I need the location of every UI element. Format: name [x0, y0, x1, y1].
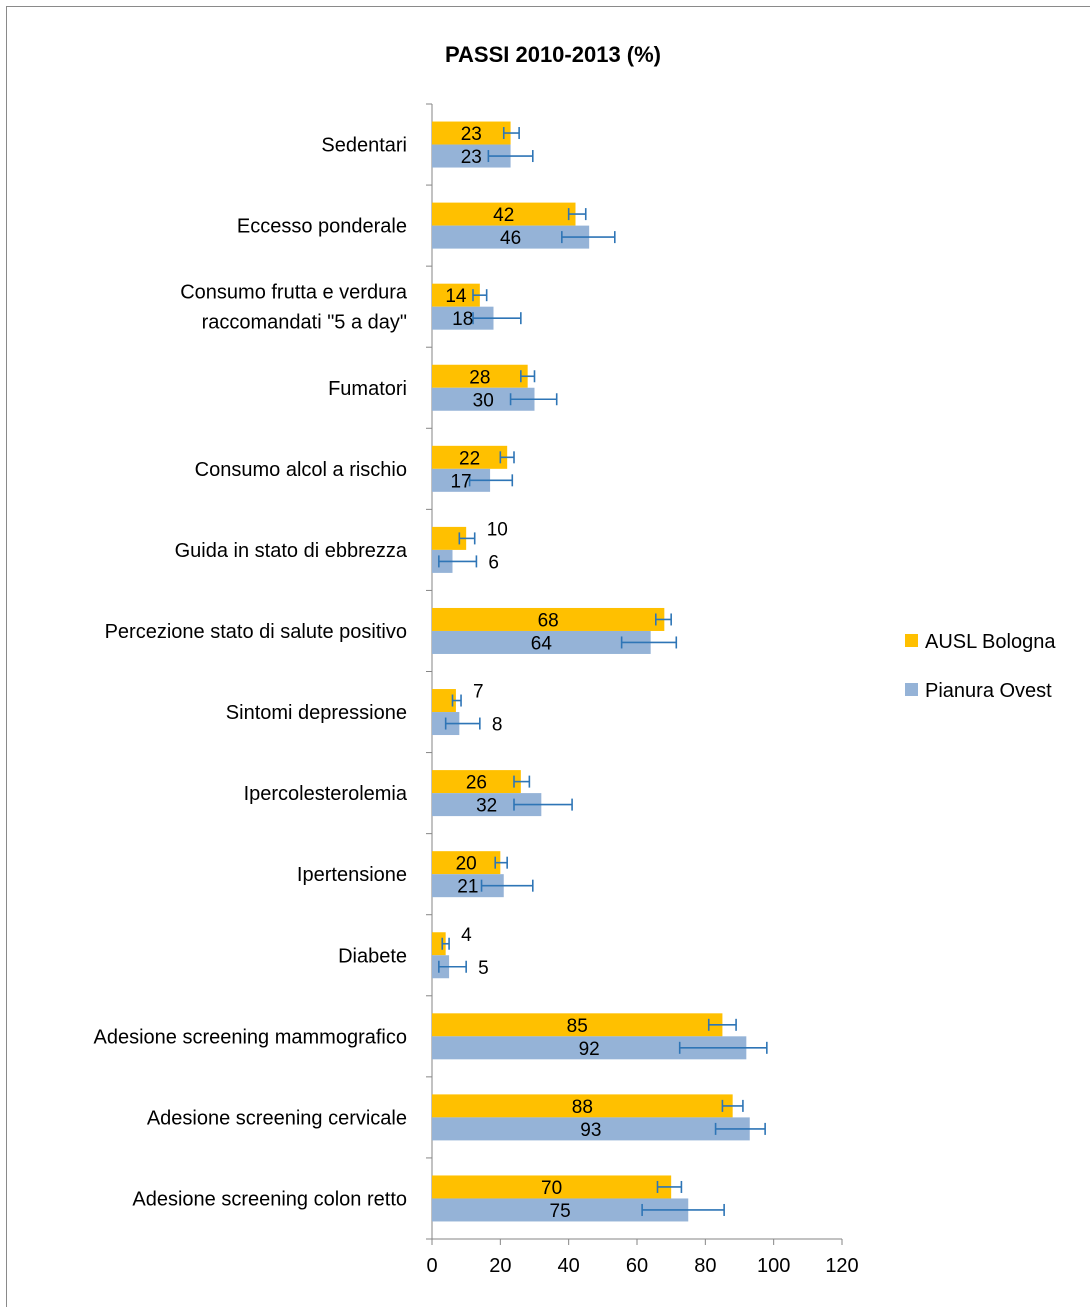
category-label: Adesione screening cervicale	[147, 1107, 407, 1129]
category-label: Ipercolesterolemia	[244, 783, 408, 805]
bar	[432, 306, 494, 330]
category-label: raccomandati "5 a day"	[202, 312, 407, 334]
category-label: Adesione screening colon retto	[132, 1188, 407, 1210]
data-label: 28	[469, 367, 490, 388]
x-tick-label: 80	[694, 1255, 716, 1277]
data-label: 85	[567, 1016, 588, 1037]
data-label: 92	[579, 1039, 600, 1060]
data-label: 30	[473, 390, 494, 411]
bar	[432, 121, 511, 145]
bar	[432, 630, 651, 654]
data-label: 17	[450, 471, 471, 492]
bar	[432, 526, 467, 550]
category-label: Sedentari	[321, 135, 407, 157]
x-tick-label: 120	[825, 1255, 858, 1277]
data-label: 6	[488, 552, 499, 573]
x-tick-label: 20	[489, 1255, 511, 1277]
bar	[432, 689, 456, 713]
bar	[432, 770, 521, 794]
chart-frame	[6, 6, 1090, 1307]
data-label: 75	[550, 1201, 571, 1222]
bar	[432, 144, 511, 168]
data-label: 21	[457, 877, 478, 898]
bar	[432, 202, 576, 226]
category-label: Ipertensione	[297, 864, 407, 886]
data-label: 32	[476, 796, 497, 817]
data-label: 70	[541, 1178, 562, 1199]
legend-swatch	[905, 634, 918, 647]
category-label: Percezione stato di salute positivo	[105, 621, 407, 643]
x-tick-label: 0	[426, 1255, 437, 1277]
bar	[432, 1094, 733, 1118]
bar	[432, 364, 528, 388]
bar	[432, 445, 508, 469]
data-label: 20	[456, 854, 477, 875]
data-label: 46	[500, 228, 521, 249]
x-tick-label: 60	[626, 1255, 648, 1277]
legend-label: AUSL Bologna	[925, 631, 1056, 653]
data-label: 23	[461, 124, 482, 145]
data-label: 5	[478, 958, 489, 979]
data-label: 68	[538, 610, 559, 631]
data-label: 93	[580, 1120, 601, 1141]
chart-title: PASSI 2010-2013 (%)	[445, 42, 661, 67]
category-label: Fumatori	[328, 378, 407, 400]
category-label: Consumo frutta e verdura	[180, 282, 408, 304]
legend-swatch	[905, 683, 918, 696]
bar	[432, 225, 590, 249]
data-label: 18	[452, 309, 473, 330]
bar	[432, 607, 665, 631]
data-label: 64	[531, 633, 553, 654]
data-label: 26	[466, 773, 487, 794]
x-tick-label: 100	[757, 1255, 790, 1277]
bar	[432, 1198, 689, 1222]
bar	[432, 851, 501, 875]
bar	[432, 1117, 750, 1141]
data-label: 8	[492, 715, 503, 736]
category-label: Diabete	[338, 945, 407, 967]
category-label: Adesione screening mammografico	[94, 1026, 408, 1048]
bar	[432, 874, 504, 898]
bar	[432, 468, 491, 492]
data-label: 88	[572, 1097, 593, 1118]
bar	[432, 1036, 747, 1060]
bar	[432, 387, 535, 411]
legend-label: Pianura Ovest	[925, 680, 1052, 702]
data-label: 7	[473, 682, 484, 703]
bar	[432, 283, 480, 307]
legend: AUSL Bologna Pianura Ovest	[905, 631, 1056, 702]
category-label: Guida in stato di ebbrezza	[175, 540, 408, 562]
bar	[432, 1013, 723, 1037]
x-tick-label: 40	[558, 1255, 580, 1277]
data-label: 42	[493, 205, 514, 226]
category-label: Eccesso ponderale	[237, 216, 407, 238]
data-label: 14	[445, 286, 467, 307]
data-label: 4	[461, 925, 472, 946]
category-label: Consumo alcol a rischio	[195, 459, 407, 481]
bar	[432, 1175, 672, 1199]
data-label: 10	[487, 519, 508, 540]
data-label: 22	[459, 448, 480, 469]
data-label: 23	[461, 147, 482, 168]
category-label: Sintomi depressione	[226, 702, 407, 724]
